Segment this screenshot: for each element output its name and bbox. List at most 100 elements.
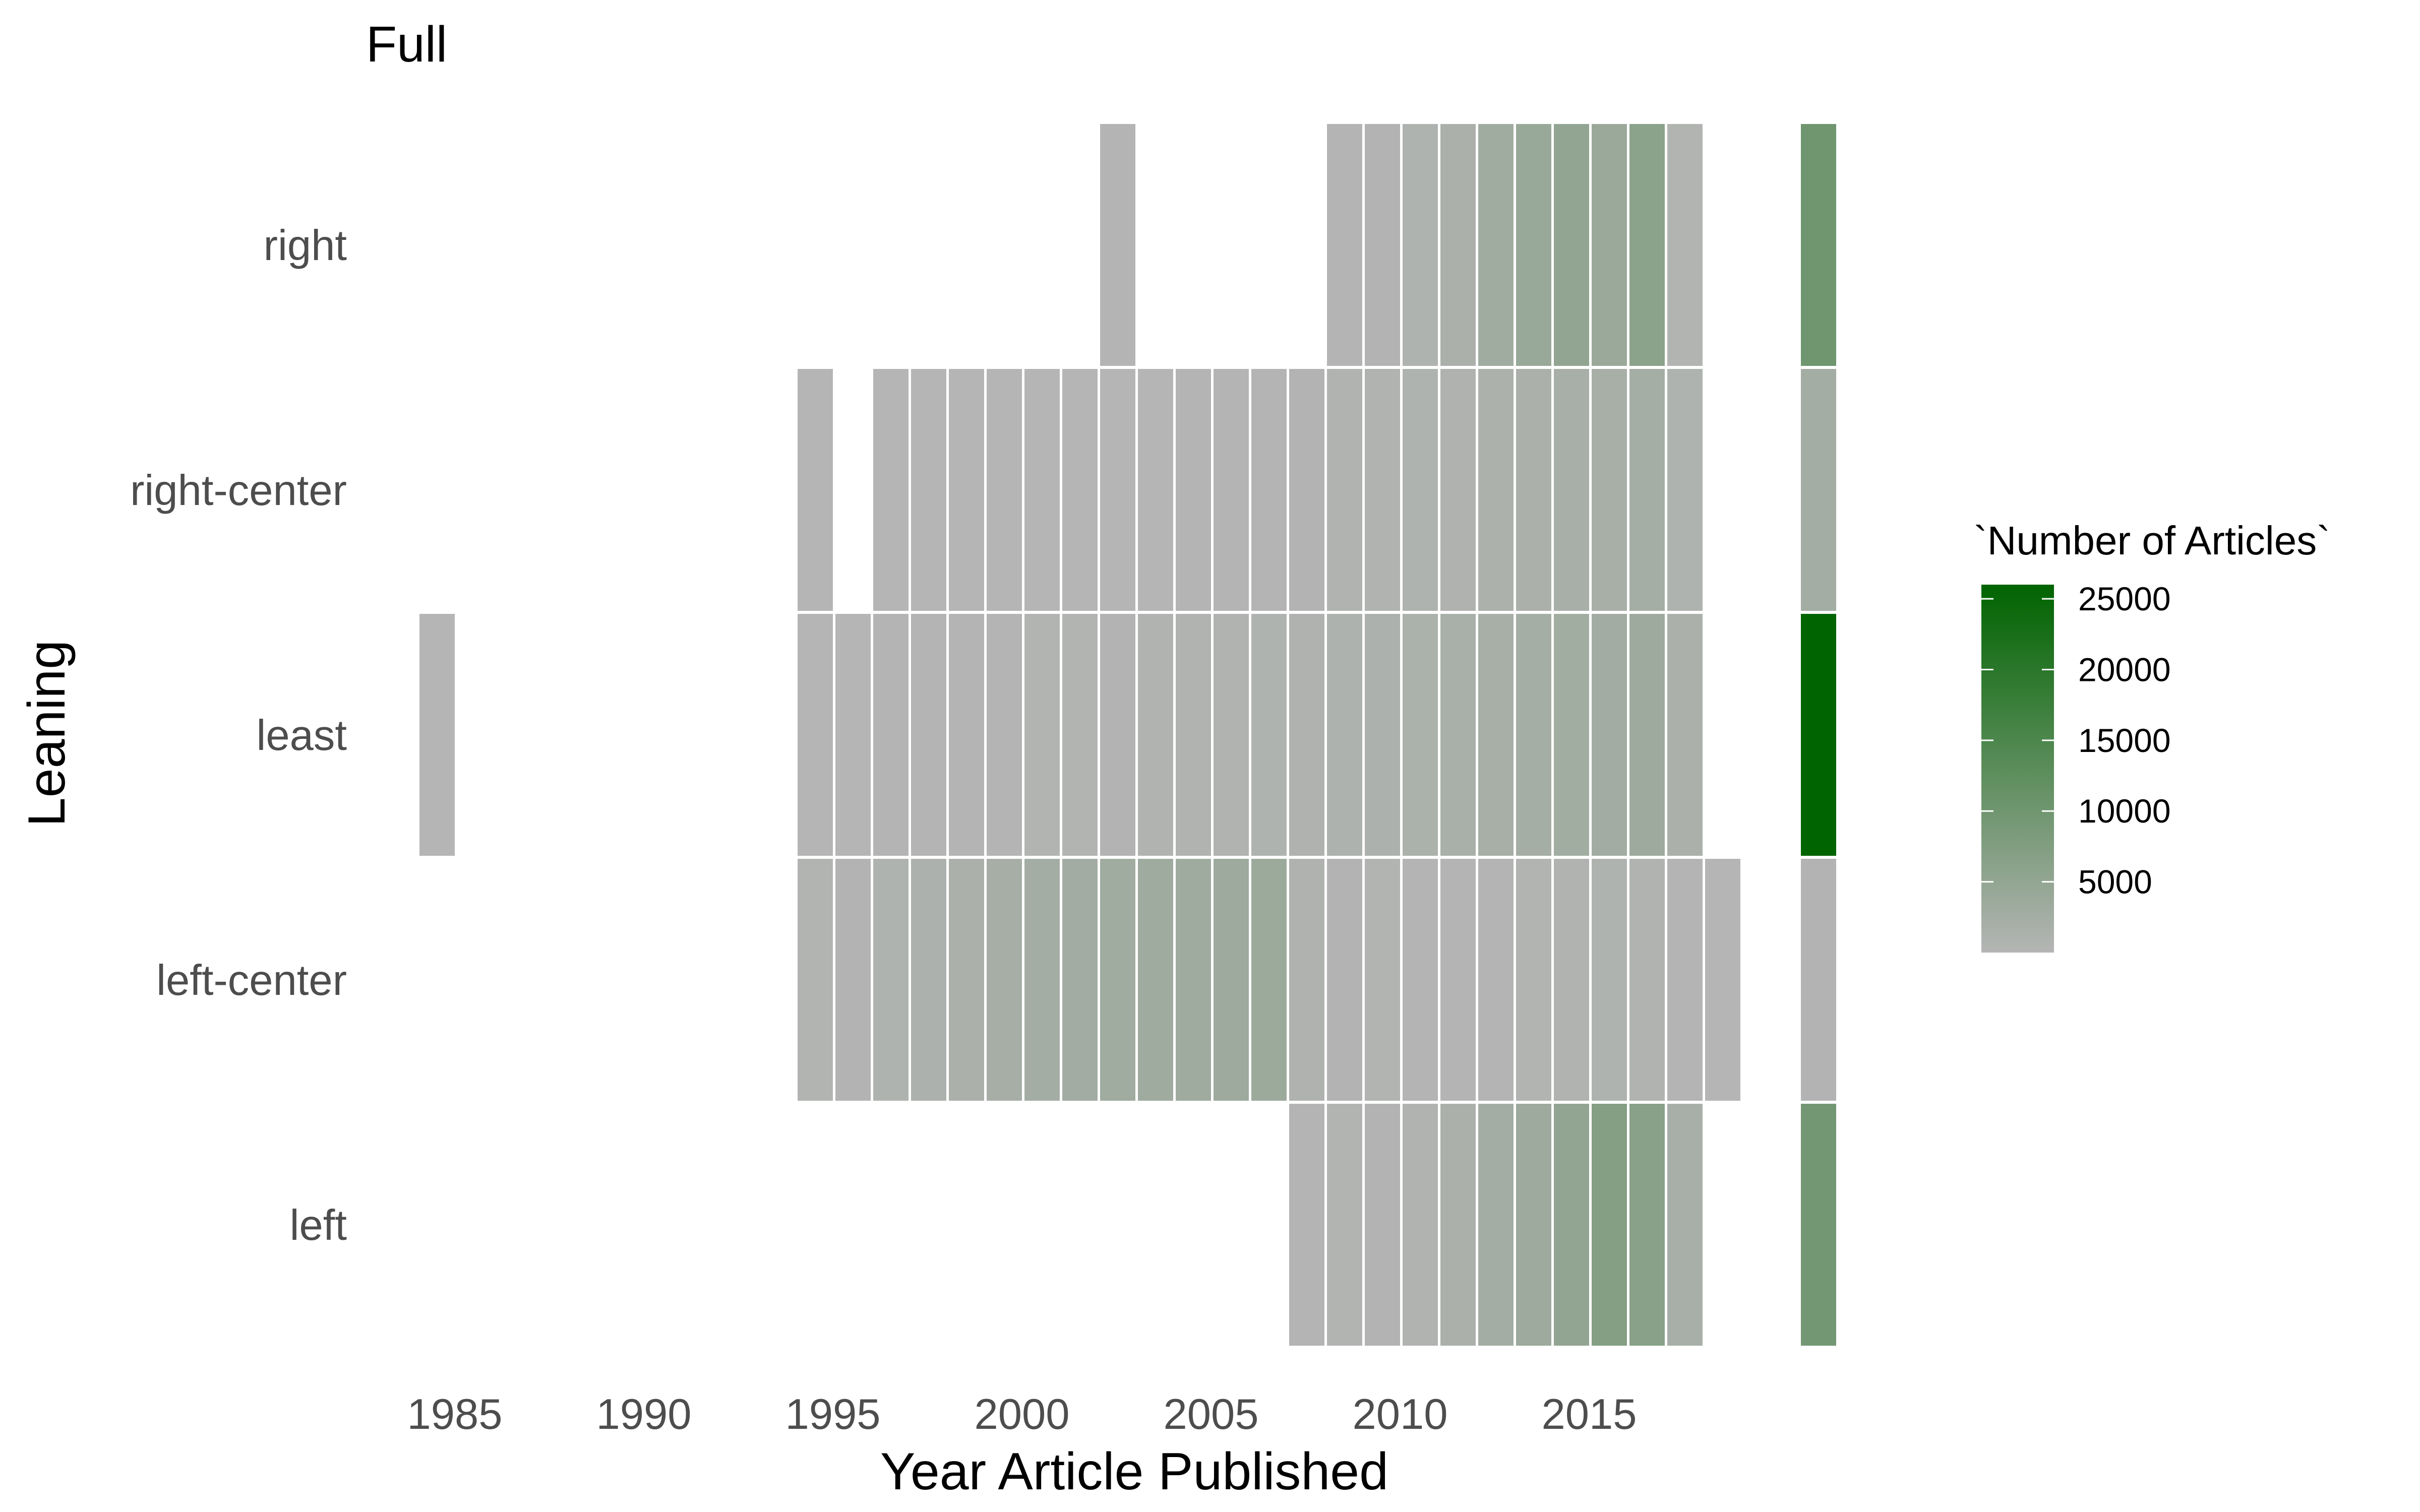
legend-tick-label: 25000	[2078, 580, 2171, 617]
heatmap-cell	[1024, 369, 1060, 611]
heatmap-cell	[1100, 124, 1135, 366]
heatmap-cell	[1214, 369, 1249, 611]
heatmap-cell	[1365, 614, 1400, 856]
heatmap-cell	[1478, 124, 1514, 366]
heatmap-cell	[987, 614, 1022, 856]
heatmap-cell	[1478, 1104, 1514, 1346]
heatmap-cell	[835, 859, 871, 1101]
heatmap-cell	[1100, 369, 1135, 611]
heatmap-cell	[911, 369, 946, 611]
x-tick-label: 2000	[974, 1391, 1069, 1438]
heatmap-cell	[1629, 1104, 1665, 1346]
heatmap-cell	[1138, 614, 1173, 856]
heatmap-cell	[1440, 369, 1476, 611]
heatmap-cell	[987, 859, 1022, 1101]
total-cell	[1801, 369, 1836, 611]
heatmap-cell	[1629, 859, 1665, 1101]
heatmap-cell	[1138, 369, 1173, 611]
heatmap-cell	[1516, 1104, 1551, 1346]
heatmap-cell	[911, 614, 946, 856]
x-tick-label: 1995	[785, 1391, 880, 1438]
legend-ticks: 5000 10000 15000 20000 25000	[1981, 580, 2171, 901]
heatmap-cell	[1289, 369, 1324, 611]
x-tick-label: 1985	[407, 1391, 502, 1438]
heatmap-cell	[1024, 859, 1060, 1101]
heatmap-cell	[873, 859, 909, 1101]
heatmap-cell	[1516, 859, 1551, 1101]
heatmap-cell	[1440, 124, 1476, 366]
heatmap-cell	[1327, 614, 1362, 856]
legend: `Number of Articles` 5000 10000 15000 20000…	[1974, 518, 2330, 953]
heatmap-cell	[1554, 614, 1589, 856]
legend-tick-label: 15000	[2078, 722, 2171, 759]
x-tick-label: 1990	[596, 1391, 691, 1438]
heatmap-cell	[1667, 369, 1703, 611]
heatmap-cell	[1592, 369, 1627, 611]
heatmap-cell	[1214, 614, 1249, 856]
heatmap-cell	[1289, 859, 1324, 1101]
y-axis-tick-labels: right right-center least left-center left	[130, 222, 347, 1249]
total-cell	[1801, 614, 1836, 856]
heatmap-cell	[1629, 614, 1665, 856]
heatmap-cell	[1667, 859, 1703, 1101]
heatmap-cell	[1403, 124, 1438, 366]
heatmap-cell	[1554, 1104, 1589, 1346]
heatmap-cell	[1176, 614, 1211, 856]
heatmap-cell	[419, 614, 455, 856]
y-tick-label: right-center	[130, 467, 347, 515]
heatmap-cell	[1176, 369, 1211, 611]
heatmap-cell	[1592, 614, 1627, 856]
heatmap-cell	[873, 614, 909, 856]
heatmap-cell	[1592, 124, 1627, 366]
heatmap-cell	[1403, 1104, 1438, 1346]
total-cell	[1801, 124, 1836, 366]
heatmap-cell	[1327, 124, 1362, 366]
x-axis-title: Year Article Published	[880, 1442, 1388, 1501]
heatmap-cell	[1062, 369, 1098, 611]
heatmap-cell	[1327, 369, 1362, 611]
heatmap-cell	[1365, 124, 1400, 366]
heatmap-cell	[1478, 369, 1514, 611]
heatmap-cell	[798, 369, 833, 611]
facet-title: Full	[366, 16, 447, 73]
x-tick-label: 2005	[1163, 1391, 1258, 1438]
legend-colorbar	[1981, 585, 2054, 953]
heatmap-cell	[798, 614, 833, 856]
heatmap-cell	[949, 369, 984, 611]
total-cell	[1801, 1104, 1836, 1346]
heatmap-cell	[1251, 859, 1287, 1101]
heatmap-cell	[1554, 369, 1589, 611]
heatmap-cell	[1478, 859, 1514, 1101]
heatmap-cell	[1629, 369, 1665, 611]
heatmap-cell	[1440, 859, 1476, 1101]
heatmap-cell	[1554, 124, 1589, 366]
heatmap-cell	[1138, 859, 1173, 1101]
heatmap-cell	[1554, 859, 1589, 1101]
y-tick-label: right	[264, 222, 347, 270]
heatmap-cell	[1251, 614, 1287, 856]
heatmap-cell	[1440, 1104, 1476, 1346]
heatmap-cell	[1478, 614, 1514, 856]
heatmap-cells	[419, 124, 1740, 1346]
heatmap-cell	[1214, 859, 1249, 1101]
heatmap-cell	[1327, 859, 1362, 1101]
heatmap-cell	[1176, 859, 1211, 1101]
legend-tick-label: 10000	[2078, 792, 2171, 830]
heatmap-cell	[949, 614, 984, 856]
heatmap-cell	[1516, 369, 1551, 611]
heatmap-cell	[1024, 614, 1060, 856]
heatmap-cell	[1516, 124, 1551, 366]
heatmap-cell	[1667, 124, 1703, 366]
heatmap-cell	[1629, 124, 1665, 366]
heatmap-cell	[1667, 614, 1703, 856]
heatmap-cell	[1365, 1104, 1400, 1346]
total-cell	[1801, 859, 1836, 1101]
heatmap-cell	[911, 859, 946, 1101]
heatmap-cell	[1289, 1104, 1324, 1346]
heatmap-cell	[1403, 614, 1438, 856]
legend-title: `Number of Articles`	[1974, 518, 2330, 563]
heatmap-cell	[987, 369, 1022, 611]
x-tick-label: 2010	[1352, 1391, 1447, 1438]
heatmap-cell	[1403, 369, 1438, 611]
